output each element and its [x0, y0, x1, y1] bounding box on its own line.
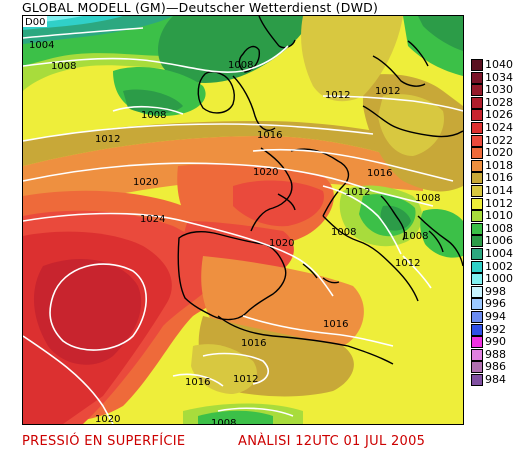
- legend-swatch: [471, 374, 483, 386]
- legend-swatch: [471, 59, 483, 71]
- legend-label: 1018: [485, 158, 513, 172]
- isobar-label: 1012: [345, 187, 370, 198]
- legend-swatch: [471, 235, 483, 248]
- legend-label: 1012: [485, 196, 513, 210]
- legend-swatch: [471, 197, 483, 210]
- legend-swatch: [471, 84, 483, 97]
- legend-swatch: [471, 248, 483, 260]
- isobar-label: 1012: [95, 134, 120, 145]
- pressure-map: D00 1004 1008 1008 1008 1012 1012 1012 1…: [22, 15, 464, 425]
- legend-swatch: [471, 323, 483, 336]
- legend-swatch: [471, 273, 483, 286]
- isobar-label: 1004: [29, 40, 54, 51]
- isobar-label: 1008: [51, 61, 76, 72]
- legend-swatch: [471, 134, 483, 147]
- legend-swatch: [471, 210, 483, 223]
- isobar-label: 1008: [141, 110, 166, 121]
- pressure-fields: [23, 16, 463, 424]
- coastlines: [177, 16, 463, 365]
- legend-label: 1004: [485, 247, 513, 260]
- legend-swatch: [471, 311, 483, 323]
- legend-swatch: [471, 222, 483, 235]
- legend-label: 1008: [485, 221, 513, 235]
- legend-swatch: [471, 172, 483, 185]
- chart-title: GLOBAL MODELL (GM)—Deutscher Wetterdiens…: [22, 0, 379, 15]
- legend-swatch: [471, 147, 483, 160]
- legend-label: 1030: [485, 83, 513, 97]
- isobar-label: 1012: [325, 90, 350, 101]
- legend-label: 986: [485, 360, 506, 374]
- legend-label: 990: [485, 335, 506, 349]
- legend-label: 1006: [485, 234, 513, 248]
- isobar-label: 1016: [367, 168, 392, 179]
- isobar-label: 1016: [257, 130, 282, 141]
- isobars: [23, 27, 463, 424]
- legend-swatch: [471, 122, 483, 134]
- isobar-label: 1008: [415, 193, 440, 204]
- legend-label: 1040: [485, 58, 513, 71]
- isobar-label: 1016: [185, 377, 210, 388]
- isobar-labels: D00 1004 1008 1008 1008 1012 1012 1012 1…: [23, 16, 440, 424]
- isobar-label: 1024: [140, 214, 165, 225]
- legend-label: 988: [485, 347, 506, 361]
- legend-swatch: [471, 285, 483, 298]
- legend-label: 1028: [485, 95, 513, 109]
- legend-label: 984: [485, 373, 506, 386]
- legend-swatch: [471, 159, 483, 172]
- legend-label: 994: [485, 310, 506, 323]
- legend-swatch: [471, 361, 483, 374]
- legend-swatch: [471, 298, 483, 311]
- legend-label: 1020: [485, 146, 513, 160]
- footer-timestamp: ANÀLISI 12UTC 01 JUL 2005: [238, 434, 426, 449]
- legend-label: 1010: [485, 209, 513, 223]
- legend-swatch: [471, 71, 483, 84]
- legend-swatch: [471, 96, 483, 109]
- legend-label: 1034: [485, 70, 513, 84]
- corner-label-box: [23, 16, 47, 27]
- isobar-label: 1020: [95, 414, 120, 424]
- legend-label: 1022: [485, 133, 513, 147]
- isobar-label: 1008: [403, 231, 428, 242]
- legend-swatch: [471, 348, 483, 361]
- legend-swatch: [471, 109, 483, 122]
- legend-label: 1002: [485, 259, 513, 273]
- legend-label: 1014: [485, 184, 513, 197]
- footer-field: PRESSIÓ EN SUPERFÍCIE: [22, 434, 186, 449]
- legend-label: 1016: [485, 171, 513, 185]
- isobar-label: 1012: [233, 374, 258, 385]
- isobar-label: 1016: [323, 319, 348, 330]
- isobar-label: 1020: [253, 167, 278, 178]
- corner-label: D00: [25, 17, 45, 28]
- legend-swatch: [471, 336, 483, 349]
- isobar-label: 1016: [241, 338, 266, 349]
- legend-swatch: [471, 260, 483, 273]
- isobar-label: 1020: [269, 238, 294, 249]
- isobar-label: 1020: [133, 177, 158, 188]
- legend-label: 1000: [485, 272, 513, 286]
- isobar-label: 1008: [228, 60, 253, 71]
- isobar-label: 1008: [211, 418, 236, 424]
- legend-label: 1024: [485, 121, 513, 134]
- legend-label: 992: [485, 322, 506, 336]
- legend-label: 998: [485, 284, 506, 298]
- isobar-label: 1008: [331, 227, 356, 238]
- isobar-label: 1012: [395, 258, 420, 269]
- legend-swatch: [471, 185, 483, 197]
- legend-label: 996: [485, 297, 506, 311]
- isobar-label: 1012: [375, 86, 400, 97]
- legend-label: 1026: [485, 108, 513, 122]
